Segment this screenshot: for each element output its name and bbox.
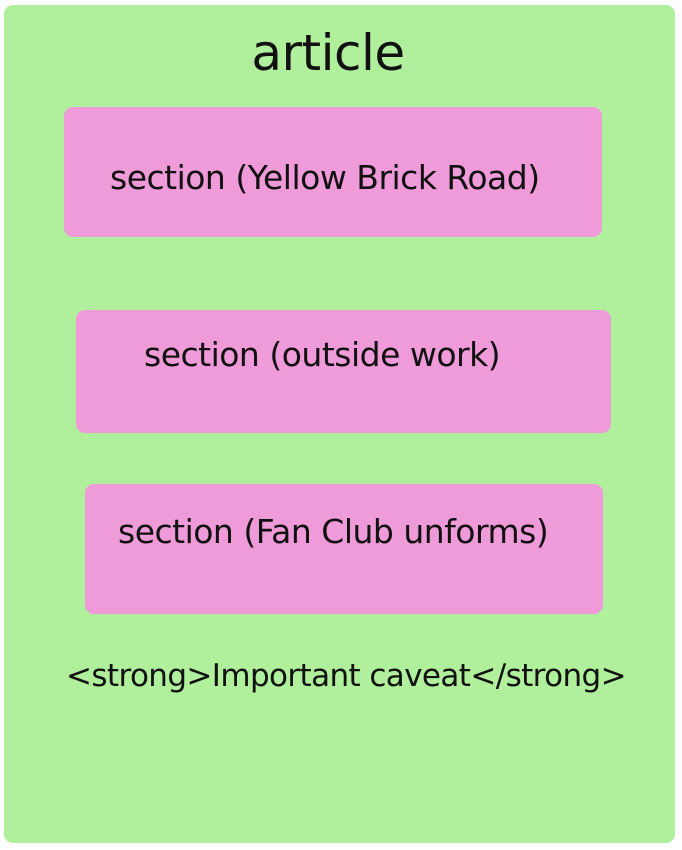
section-outside-work: section (outside work) [76,310,611,433]
section-label: section (Yellow Brick Road) [110,158,540,197]
section-label: section (Fan Club unforms) [118,512,549,551]
article-container: article section (Yellow Brick Road) sect… [4,5,675,843]
section-yellow-brick-road: section (Yellow Brick Road) [64,107,602,237]
article-label: article [251,24,405,82]
section-label: section (outside work) [144,335,501,374]
section-fan-club-uniforms: section (Fan Club unforms) [85,484,603,614]
strong-caveat-text: <strong>Important caveat</strong> [66,658,627,694]
